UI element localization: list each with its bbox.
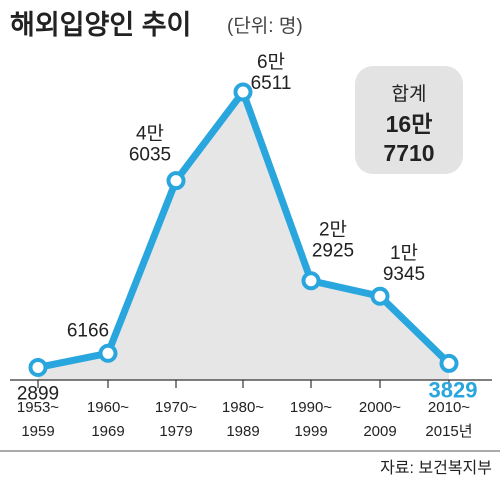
data-point [370, 286, 390, 306]
total-value-line2: 7710 [383, 140, 434, 166]
point-layer [28, 82, 459, 377]
area-fill [38, 92, 449, 380]
x-tick-label: 2015년 [425, 423, 472, 440]
x-tick-label: 2000~ [359, 399, 401, 416]
data-point [439, 353, 459, 373]
data-point [166, 171, 186, 191]
data-point [301, 271, 321, 291]
x-tick-label: 1989 [226, 423, 259, 440]
data-label: 3829 [429, 377, 478, 402]
total-box: 합계 16만 7710 [355, 66, 463, 174]
total-box-bg [355, 66, 463, 174]
data-label: 2만 [319, 219, 347, 241]
data-label: 2899 [17, 383, 59, 404]
data-label: 6035 [129, 145, 171, 166]
data-label: 9345 [383, 264, 425, 285]
area-layer [38, 92, 449, 380]
x-tick-label: 1959 [21, 423, 54, 440]
x-tick-label: 1979 [159, 423, 192, 440]
total-label: 합계 [392, 83, 427, 105]
source-label: 자료: 보건복지부 [380, 459, 492, 477]
data-label: 4만 [136, 123, 164, 145]
chart-title: 해외입양인 추이 [10, 10, 191, 40]
x-tick-label: 1960~ [87, 399, 129, 416]
data-point [233, 82, 253, 102]
x-tick-label: 1980~ [222, 399, 264, 416]
data-label: 6만 [257, 51, 285, 73]
data-label: 6511 [251, 73, 292, 94]
data-label: 2925 [312, 241, 354, 262]
x-tick-label: 1970~ [155, 399, 197, 416]
data-label: 6166 [67, 320, 109, 341]
data-point [28, 357, 48, 377]
x-tick-label: 1969 [91, 423, 124, 440]
x-tick-label: 2009 [363, 423, 396, 440]
data-point [98, 343, 118, 363]
x-tick-label: 1999 [294, 423, 327, 440]
unit-label: (단위: 명) [227, 15, 303, 37]
x-tick-label: 1990~ [290, 399, 332, 416]
data-label: 1만 [390, 242, 418, 264]
total-value-line1: 16만 [386, 111, 433, 137]
x-tick-label: 2010~ [428, 399, 470, 416]
x-axis: 1953~ 1959 1960~ 1969 1970~ 1979 1980~ 1989 1990… [10, 379, 492, 440]
x-tick-label: 1953~ [17, 399, 59, 416]
